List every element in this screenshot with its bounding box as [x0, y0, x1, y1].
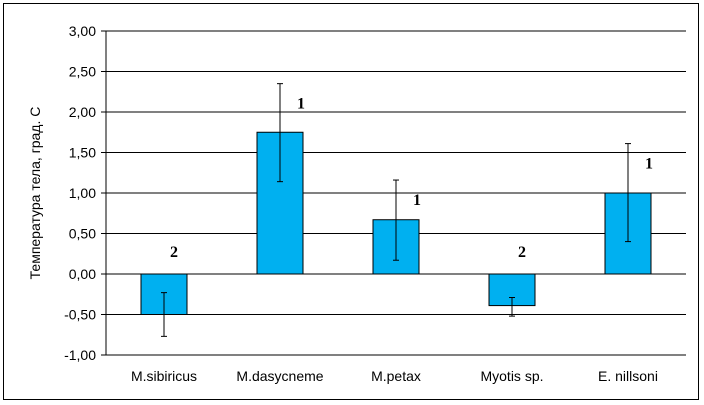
y-tick-label: 0,00 [69, 266, 96, 282]
x-tick-label: M.sibiricus [131, 368, 197, 384]
y-tick-label: 1,50 [69, 145, 96, 161]
x-tick-label: Myotis sp. [480, 368, 543, 384]
bars [140, 131, 652, 315]
x-tick-label: M.petax [371, 368, 421, 384]
group-annotation: 1 [645, 156, 653, 173]
group-annotation: 1 [413, 192, 421, 209]
gridlines [106, 30, 686, 356]
group-annotation: 1 [297, 96, 305, 113]
chart-frame [3, 3, 699, 400]
y-tick-label: -0,50 [64, 307, 96, 323]
y-tick-label: 1,00 [69, 185, 96, 201]
y-tick-label: 2,00 [69, 104, 96, 120]
y-tick-label: 2,50 [69, 64, 96, 80]
y-tick-label: 3,00 [69, 23, 96, 39]
group-annotation: 2 [518, 244, 526, 261]
labels: -1,00 -0,50 0,00 0,50 1,00 1,50 2,00 2,50 3,00 M.… [64, 23, 658, 384]
group-annotation: 2 [170, 244, 178, 261]
error-bars [161, 83, 631, 337]
x-tick-label: E. nillsoni [598, 368, 658, 384]
x-tick-label: M.dasycneme [236, 368, 323, 384]
y-tick-label: 0,50 [69, 226, 96, 242]
y-tick-label: -1,00 [64, 347, 96, 363]
y-axis-label: Температура тела, град. С [27, 107, 43, 280]
axes [101, 30, 107, 356]
